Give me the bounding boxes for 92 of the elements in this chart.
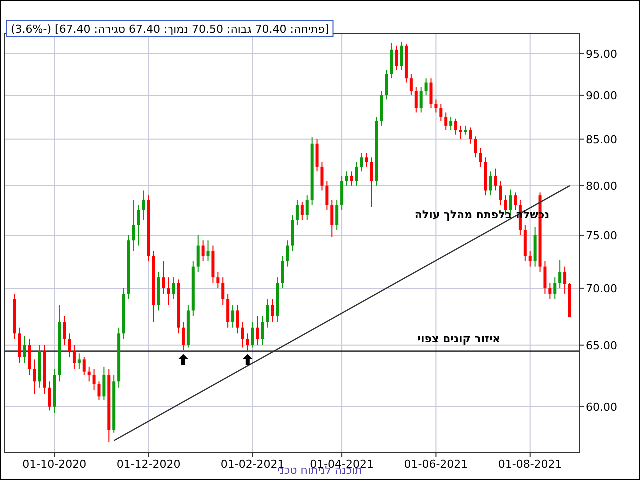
candlestick xyxy=(365,152,368,168)
x-tick-label: 01-08-2021 xyxy=(498,458,562,471)
y-tick-label: 65.00 xyxy=(586,339,618,352)
candlestick xyxy=(316,138,319,172)
candlestick xyxy=(241,322,244,348)
candlestick xyxy=(450,116,453,131)
candlestick xyxy=(256,316,260,346)
x-tick-label: 01-06-2021 xyxy=(404,458,468,471)
candlestick xyxy=(202,240,205,262)
candlestick xyxy=(454,118,458,136)
candlestick xyxy=(92,368,96,391)
candlestick xyxy=(499,180,502,206)
candlestick xyxy=(78,353,81,370)
candlestick xyxy=(206,240,210,262)
candlestick xyxy=(300,202,304,221)
candlestick xyxy=(370,157,374,208)
candlestick xyxy=(434,99,438,114)
candlestick xyxy=(444,112,448,131)
candlestick xyxy=(167,277,170,306)
candlestick xyxy=(514,192,517,211)
candlestick xyxy=(28,338,32,376)
candlestick xyxy=(469,127,472,144)
candlestick xyxy=(266,299,270,328)
candlestick xyxy=(355,162,358,186)
candlestick xyxy=(251,322,254,348)
candlestick xyxy=(548,282,552,300)
candlestick xyxy=(306,195,309,221)
candlestick xyxy=(528,250,532,268)
candlestick xyxy=(48,381,52,412)
candlestick xyxy=(558,260,562,289)
candlestick xyxy=(98,381,101,401)
x-tick-label: 01-12-2020 xyxy=(116,458,181,471)
candlestick xyxy=(82,356,86,376)
candlestick xyxy=(554,277,557,300)
candlestick xyxy=(68,333,72,358)
y-tick-label: 80.00 xyxy=(586,180,618,193)
candlestick xyxy=(385,70,388,100)
annotation: [פתיחה: 70.40 גבוה: 70.50 נמוך: 67.40 סגירה: 67.40] (-3.6%) xyxy=(11,23,330,36)
candlestick xyxy=(395,45,398,71)
candlestick xyxy=(88,366,91,382)
candlestick xyxy=(320,162,324,192)
y-tick-label: 95.00 xyxy=(586,48,618,61)
candlestick xyxy=(489,171,492,196)
candlestick xyxy=(23,335,26,364)
candlestick xyxy=(346,171,349,186)
candlestick xyxy=(564,266,567,294)
candlestick xyxy=(142,190,146,221)
candlestick xyxy=(414,86,418,114)
candlestick xyxy=(350,171,354,186)
candlestick xyxy=(172,277,176,300)
candlestick xyxy=(474,136,478,158)
candlestick xyxy=(182,322,185,351)
candlestick xyxy=(72,344,76,370)
candlestick xyxy=(326,180,329,211)
candlestick xyxy=(137,204,140,246)
candlestick xyxy=(132,200,136,252)
candlestick xyxy=(232,304,235,328)
candlestick xyxy=(18,327,22,364)
candlestick xyxy=(271,299,274,323)
candlestick xyxy=(236,304,240,334)
candlestick xyxy=(440,104,443,122)
y-tick-label: 70.00 xyxy=(586,282,618,296)
x-tick-label: 01-10-2020 xyxy=(22,458,87,471)
candlestick xyxy=(261,316,264,346)
y-tick-label: 90.00 xyxy=(586,89,618,102)
candlestick xyxy=(360,152,364,172)
y-tick-label: 75.00 xyxy=(586,229,618,242)
candlestick xyxy=(544,261,547,294)
candlestick xyxy=(162,261,166,294)
candlestick xyxy=(330,200,334,238)
y-tick-label: 60.00 xyxy=(586,400,618,414)
candlestick xyxy=(102,366,106,401)
candlestick xyxy=(494,168,498,192)
candlestick xyxy=(33,359,36,395)
candlestick xyxy=(410,74,413,96)
candlestick xyxy=(63,316,66,346)
candlestick xyxy=(430,78,433,109)
y-tick-label: 85.00 xyxy=(586,133,618,146)
candlestick xyxy=(216,272,220,289)
candlestick xyxy=(222,277,225,306)
candlestick xyxy=(424,78,428,96)
candlestick xyxy=(246,333,250,352)
candlestick xyxy=(196,234,200,273)
ref-line-label: איזור קונים צפוי xyxy=(418,332,501,346)
candlestick xyxy=(400,41,404,71)
candlestick xyxy=(296,200,299,226)
candlestick xyxy=(286,240,290,268)
candlestick xyxy=(479,148,482,168)
candlestick xyxy=(281,256,284,289)
candlestick xyxy=(336,200,339,231)
candlestick xyxy=(226,293,230,328)
candlestick xyxy=(420,86,423,114)
